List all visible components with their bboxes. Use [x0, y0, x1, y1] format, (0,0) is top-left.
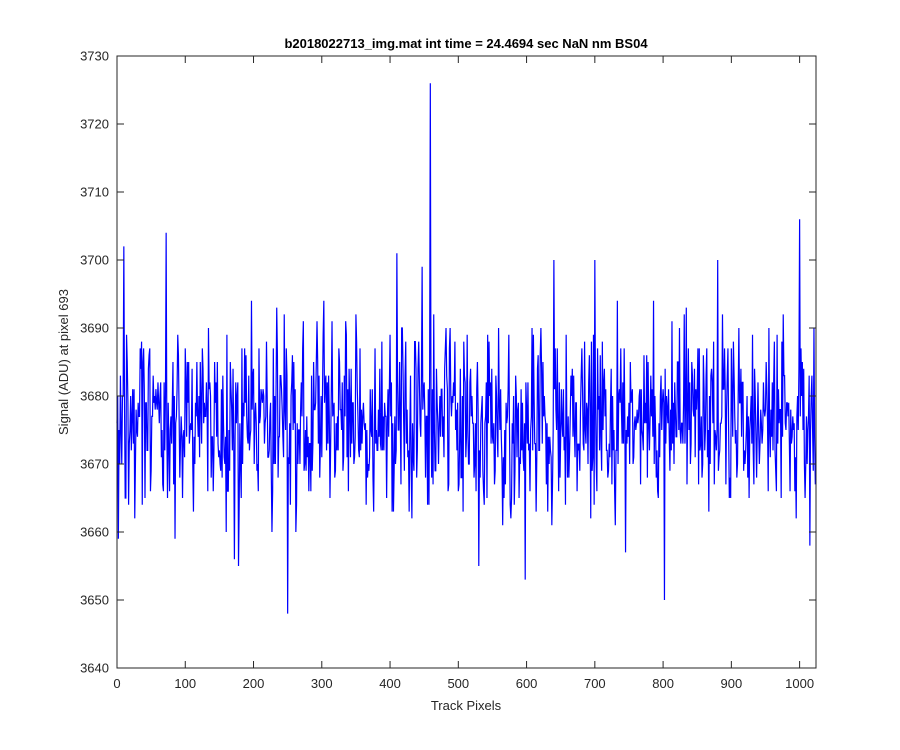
axes-box [116, 55, 817, 669]
y-tick-label: 3700 [80, 253, 109, 268]
x-tick-label: 1000 [785, 676, 814, 691]
x-tick-label: 700 [584, 676, 606, 691]
x-axis-label: Track Pixels [431, 698, 502, 713]
y-tick-label: 3690 [80, 321, 109, 336]
y-tick-label: 3730 [80, 49, 109, 64]
y-tick-label: 3670 [80, 457, 109, 472]
series-layer [116, 83, 816, 614]
signal-series-line [116, 83, 816, 614]
y-axis-label: Signal (ADU) at pixel 693 [56, 289, 71, 435]
y-tick-label: 3640 [80, 661, 109, 676]
y-tick-label: 3660 [80, 525, 109, 540]
y-tick-label: 3680 [80, 389, 109, 404]
x-tick-label: 0 [113, 676, 120, 691]
y-tick-label: 3710 [80, 185, 109, 200]
y-tick-label: 3650 [80, 593, 109, 608]
x-tick-label: 800 [652, 676, 674, 691]
x-tick-label: 400 [379, 676, 401, 691]
chart-title: b2018022713_img.mat int time = 24.4694 s… [284, 36, 648, 51]
x-tick-label: 200 [243, 676, 265, 691]
x-tick-label: 100 [174, 676, 196, 691]
x-tick-label: 600 [516, 676, 538, 691]
x-tick-label: 900 [721, 676, 743, 691]
y-axis: 3640 3650 3660 3670 3680 3690 3700 3710 3720 3730 [80, 49, 816, 676]
x-axis: 0 100 200 300 400 500 600 700 800 900 1000 [113, 56, 814, 691]
y-tick-label: 3720 [80, 117, 109, 132]
x-tick-label: 500 [447, 676, 469, 691]
x-tick-label: 300 [311, 676, 333, 691]
